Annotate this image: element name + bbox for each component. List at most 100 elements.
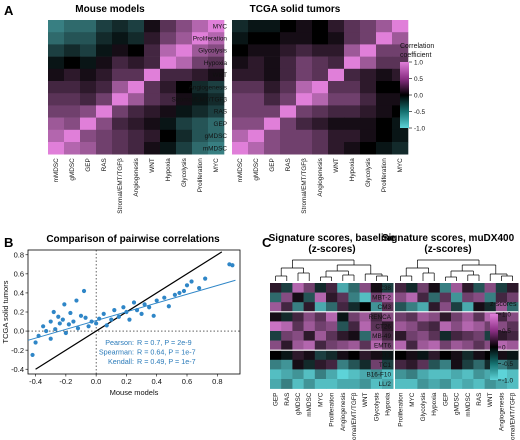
heatmap-cell	[359, 379, 372, 389]
heatmap-cell	[406, 359, 418, 370]
heatmap-cell	[96, 68, 113, 82]
heatmap-cell	[64, 105, 81, 118]
heatmap-cell	[208, 117, 225, 131]
heatmap-cell	[406, 379, 418, 389]
heatmap-cell	[128, 81, 145, 94]
heatmap-cell	[395, 311, 407, 322]
heatmap-cell	[382, 379, 394, 389]
panel-c-left-title-1: Signature scores, baseline	[269, 233, 396, 244]
heatmap-cell	[495, 283, 508, 293]
scatter-point	[142, 302, 147, 307]
heatmap-cell	[473, 340, 485, 351]
heatmap-cell	[359, 350, 372, 361]
heatmap-cell	[507, 292, 519, 303]
panel-c-label: C	[262, 235, 272, 250]
heatmap-cell	[96, 32, 113, 45]
heatmap-cell	[328, 20, 345, 33]
heatmap-cell	[64, 32, 81, 45]
heatmap-cell	[382, 369, 394, 380]
heatmap-cell	[144, 129, 161, 143]
heatmap-cell	[348, 321, 360, 332]
heatmap-cell	[328, 44, 345, 57]
heatmap-cell	[337, 331, 349, 341]
heatmap-cell	[344, 105, 361, 118]
column-label: Proliferation	[197, 158, 204, 193]
heatmap-cell	[176, 105, 193, 118]
y-tick-label: 0.4	[14, 289, 24, 298]
heatmap-tcga	[232, 20, 409, 155]
legend-tick-label: 1.0	[414, 59, 423, 66]
heatmap-cell	[303, 292, 316, 303]
heatmap-cell	[144, 56, 161, 70]
y-tick-label: 0.0	[14, 327, 24, 336]
scatter-point	[134, 307, 140, 313]
heatmap-cell	[292, 302, 304, 313]
heatmap-cell	[264, 44, 281, 57]
heatmap-cell	[281, 321, 293, 332]
heatmap-cell	[360, 129, 377, 143]
heatmap-cell	[376, 68, 393, 82]
panel-a-label: A	[4, 3, 14, 18]
column-label: Angiogenesis	[340, 393, 347, 431]
heatmap-cell	[292, 292, 304, 303]
heatmap-cell	[80, 117, 97, 131]
heatmap-cell	[280, 20, 297, 33]
heatmap-cell	[428, 340, 441, 351]
heatmap-cell	[96, 93, 113, 106]
column-label: RAS	[284, 393, 291, 406]
heatmap-cell	[428, 321, 441, 332]
heatmap-cell	[370, 321, 383, 332]
heatmap-cell	[344, 44, 361, 57]
heatmap-cell	[314, 379, 327, 389]
heatmap-cell	[192, 81, 209, 94]
row-label: RAS	[214, 109, 227, 116]
panel-a-row-labels: MYC Proliferation Glycolysis Hypoxia WNT Angi…	[171, 23, 227, 152]
heatmap-cell	[395, 359, 407, 370]
heatmap-cell	[507, 311, 519, 322]
heatmap-cell	[112, 93, 129, 106]
heatmap-cell	[370, 331, 383, 341]
row-label: gMDSC	[205, 133, 228, 140]
heatmap-cell	[248, 20, 265, 33]
legend-a-title-1: Correlation	[400, 43, 434, 50]
scatter-point	[86, 324, 91, 329]
heatmap-cell	[248, 32, 265, 45]
heatmap-cell	[348, 331, 360, 341]
heatmap-cell	[370, 283, 383, 293]
heatmap-cell	[417, 340, 429, 351]
heatmap-cell	[451, 379, 463, 389]
heatmap-cell	[112, 44, 129, 57]
heatmap-cell	[417, 379, 429, 389]
heatmap-cell	[382, 321, 394, 332]
heatmap-cell	[270, 292, 282, 303]
heatmap-cell	[270, 369, 282, 380]
row-label: 4T1	[380, 352, 391, 359]
heatmap-cell	[473, 331, 485, 341]
heatmap-cell	[303, 331, 316, 341]
row-label: Angiogenesis	[189, 84, 227, 91]
heatmap-cell	[112, 81, 129, 94]
heatmap-cell	[303, 302, 316, 313]
heatmap-cell	[281, 379, 293, 389]
heatmap-cell	[417, 350, 429, 361]
heatmap-cell	[48, 32, 65, 45]
scatter-point	[112, 307, 117, 313]
heatmap-cell	[112, 68, 129, 82]
scatter-point	[89, 319, 94, 324]
heatmap-cell	[270, 340, 282, 351]
heatmap-cell	[280, 117, 297, 131]
heatmap-cell	[264, 93, 281, 106]
heatmap-cell	[80, 105, 97, 118]
heatmap-cell	[248, 81, 265, 94]
heatmap-cell	[192, 44, 209, 57]
heatmap-cell	[96, 117, 113, 131]
heatmap-cell	[303, 311, 316, 322]
scatter-point	[75, 326, 81, 331]
heatmap-cell	[264, 117, 281, 131]
heatmap-mudx400	[395, 283, 519, 389]
heatmap-cell	[292, 340, 304, 351]
scatter-point	[184, 283, 190, 288]
heatmap-cell	[280, 44, 297, 57]
heatmap-cell	[507, 350, 519, 361]
scatter-point	[63, 330, 68, 336]
